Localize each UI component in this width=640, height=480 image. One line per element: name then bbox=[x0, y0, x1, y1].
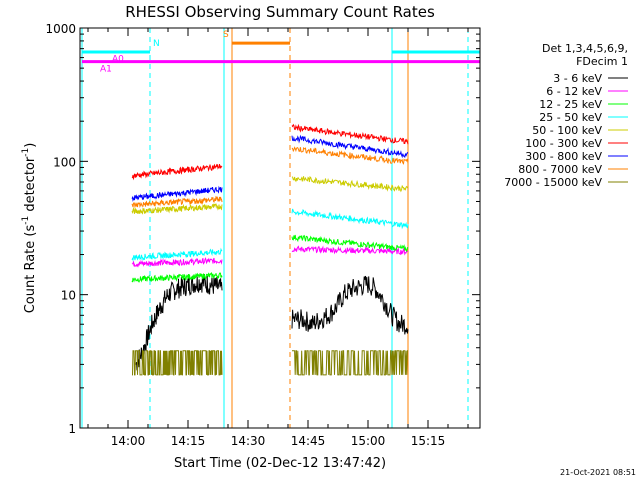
legend-header: Det 1,3,4,5,6,9, bbox=[542, 42, 628, 55]
x-tick-label: 14:30 bbox=[231, 434, 266, 448]
series-line bbox=[291, 134, 409, 159]
y-tick-label: 100 bbox=[53, 155, 76, 169]
series-line bbox=[291, 146, 409, 165]
series-lines bbox=[131, 123, 409, 376]
series-line bbox=[291, 245, 409, 256]
status-bar-label: A1 bbox=[100, 65, 112, 75]
y-axis-label-sup: -1 bbox=[21, 216, 31, 225]
status-bar-label: N bbox=[153, 39, 160, 49]
legend-entry-label: 25 - 50 keV bbox=[539, 111, 602, 124]
series-line bbox=[291, 234, 409, 253]
x-tick-label: 15:15 bbox=[411, 434, 446, 448]
series-line bbox=[292, 350, 408, 376]
legend-entry-label: 6 - 12 keV bbox=[546, 85, 602, 98]
footer-date: 21-Oct-2021 08:51 bbox=[560, 468, 636, 477]
legend-header: FDecim 1 bbox=[576, 55, 628, 68]
series-line bbox=[131, 272, 223, 283]
series-line bbox=[131, 257, 223, 268]
legend-entry-label: 800 - 7000 keV bbox=[518, 163, 602, 176]
x-tick-label: 14:15 bbox=[171, 434, 206, 448]
legend-entry-label: 3 - 6 keV bbox=[553, 72, 602, 85]
y-tick-label: 1000 bbox=[45, 22, 76, 36]
x-tick-label: 14:00 bbox=[111, 434, 146, 448]
legend-entry-label: 50 - 100 keV bbox=[532, 124, 602, 137]
legend-entry-label: 300 - 800 keV bbox=[525, 150, 602, 163]
legend-entry-label: 7000 - 15000 keV bbox=[504, 176, 602, 189]
reference-lines bbox=[81, 28, 469, 428]
status-bar-label: A0 bbox=[112, 55, 124, 65]
legend-entry-label: 12 - 25 keV bbox=[539, 98, 602, 111]
legend-entry-label: 100 - 300 keV bbox=[525, 137, 602, 150]
series-line bbox=[131, 195, 223, 209]
series-line bbox=[131, 185, 223, 202]
x-tick-label: 15:00 bbox=[351, 434, 386, 448]
series-line bbox=[291, 176, 409, 193]
y-axis-label-part: detector bbox=[23, 156, 38, 216]
series-line bbox=[291, 123, 409, 145]
y-axis-label-part: Count Rate (s bbox=[23, 225, 38, 314]
series-line bbox=[291, 275, 409, 335]
x-tick-label: 14:45 bbox=[291, 434, 326, 448]
x-axis: 14:00 14:15 14:30 14:45 15:00 15:15 bbox=[87, 28, 469, 448]
x-axis-label: Start Time (02-Dec-12 13:47:42) bbox=[174, 456, 386, 471]
y-tick-label: 10 bbox=[61, 289, 76, 303]
y-axis-label: Count Rate (s-1 detector-1) bbox=[21, 143, 38, 314]
series-line bbox=[131, 203, 223, 215]
status-bar-label: S bbox=[223, 30, 229, 40]
series-line bbox=[131, 247, 223, 262]
y-axis-label-sup: -1 bbox=[21, 148, 31, 157]
y-tick-label: 1 bbox=[68, 422, 76, 436]
y-axis: 1 10 100 1000 bbox=[45, 22, 480, 436]
series-line bbox=[132, 350, 223, 376]
chart-title: RHESSI Observing Summary Count Rates bbox=[125, 3, 435, 21]
series-line bbox=[291, 208, 409, 230]
series-line bbox=[131, 163, 223, 181]
plot-frame bbox=[79, 27, 481, 429]
y-axis-label-part: ) bbox=[23, 143, 38, 148]
series-line bbox=[135, 274, 223, 371]
